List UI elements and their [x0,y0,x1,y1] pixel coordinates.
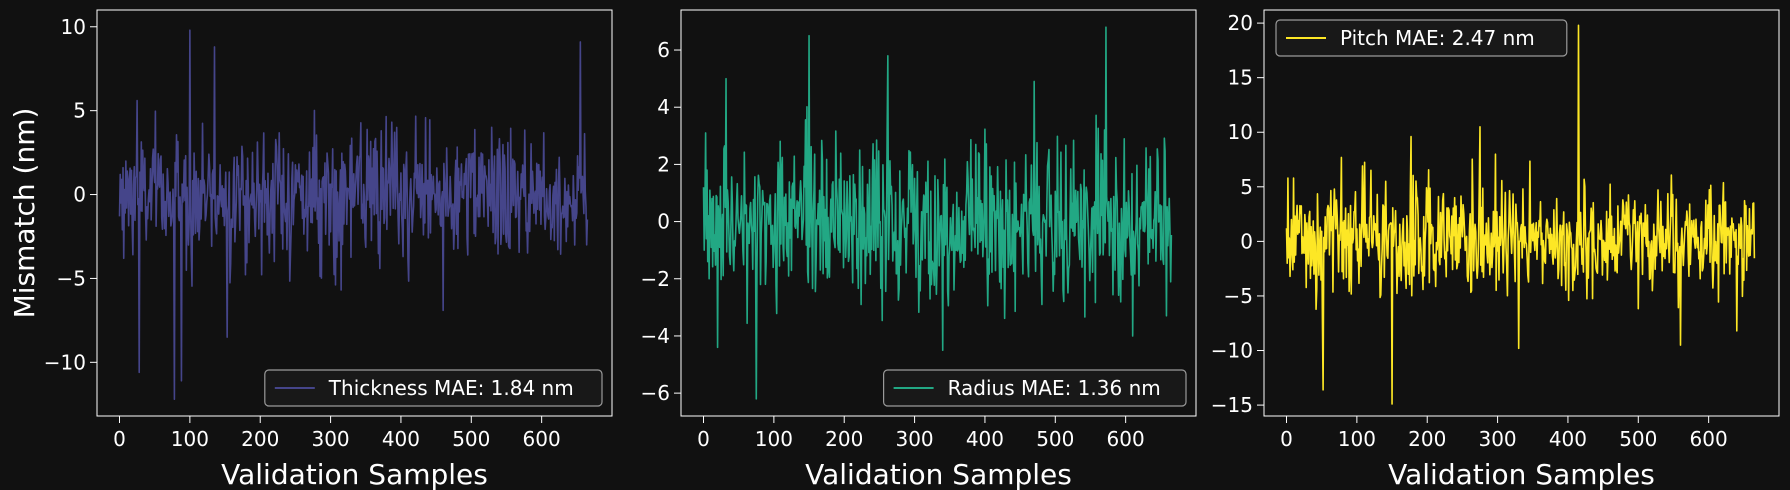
x-tick-label: 600 [523,427,561,451]
y-tick-label: 0 [657,210,670,234]
x-tick-label: 100 [171,427,209,451]
y-tick-label: 0 [1240,229,1253,253]
x-tick-label: 500 [1036,427,1074,451]
axes-frame [96,9,613,417]
y-tick-label: 0 [73,183,86,207]
panel-pitch: 0 100 200 300 400 500 600 −15 −10 −5 0 5 10 15 20 Valid… [1211,9,1780,490]
y-tick-label: 5 [1240,175,1253,199]
axes-frame [680,9,1197,417]
y-tick-label: −4 [641,324,670,348]
y-tick-label: 2 [657,152,670,176]
y-tick-label: −6 [641,381,670,405]
legend-box [1275,19,1568,57]
y-tick-label: 10 [1228,120,1253,144]
y-tick-label: 15 [1228,66,1253,90]
x-tick-label: 300 [895,427,933,451]
series-line [118,29,589,401]
panel-thickness: Mismatch (nm) 0 100 200 300 400 500 600 −10 −5 0 5… [8,9,613,490]
y-tick-label: −5 [1224,284,1253,308]
legend: Pitch MAE: 2.47 nm [1275,19,1568,57]
x-tick-label: 500 [1619,427,1657,451]
series-line [702,26,1173,400]
x-tick-label: 200 [825,427,863,451]
x-tick-label: 300 [1478,427,1516,451]
y-tick-label: −10 [44,350,86,374]
legend: Radius MAE: 1.36 nm [882,369,1187,407]
x-axis-label: Validation Samples [805,458,1072,490]
x-tick-label: 400 [1549,427,1587,451]
x-tick-label: 100 [1338,427,1376,451]
panel-radius: 0 100 200 300 400 500 600 −6 −4 −2 0 2 4 6 Validation … [641,9,1197,490]
x-tick-label: 0 [1280,427,1293,451]
legend-label: Radius MAE: 1.36 nm [948,376,1161,400]
x-axis-label: Validation Samples [1388,458,1655,490]
y-tick-label: −15 [1211,393,1253,417]
x-axis-label: Validation Samples [221,458,488,490]
y-tick-label: 6 [657,38,670,62]
x-tick-label: 200 [241,427,279,451]
legend-label: Thickness MAE: 1.84 nm [328,376,574,400]
x-tick-label: 400 [966,427,1004,451]
legend-box [882,369,1187,407]
y-tick-label: −2 [641,267,670,291]
y-tick-label: 10 [61,15,86,39]
x-tick-label: 0 [697,427,710,451]
y-tick-label: 5 [73,99,86,123]
x-tick-label: 600 [1690,427,1728,451]
legend-box [264,369,603,407]
y-axis-label: Mismatch (nm) [8,108,41,319]
series-line [1285,24,1756,405]
x-tick-label: 500 [452,427,490,451]
y-tick-label: −5 [57,266,86,290]
x-tick-label: 0 [113,427,126,451]
legend-label: Pitch MAE: 2.47 nm [1340,26,1535,50]
x-tick-label: 600 [1107,427,1145,451]
x-tick-label: 100 [755,427,793,451]
x-tick-label: 300 [311,427,349,451]
y-tick-label: 20 [1228,11,1253,35]
legend: Thickness MAE: 1.84 nm [264,369,603,407]
y-tick-label: −10 [1211,339,1253,363]
y-tick-label: 4 [657,95,670,119]
axes-frame [1263,9,1780,417]
x-tick-label: 400 [382,427,420,451]
x-tick-label: 200 [1408,427,1446,451]
